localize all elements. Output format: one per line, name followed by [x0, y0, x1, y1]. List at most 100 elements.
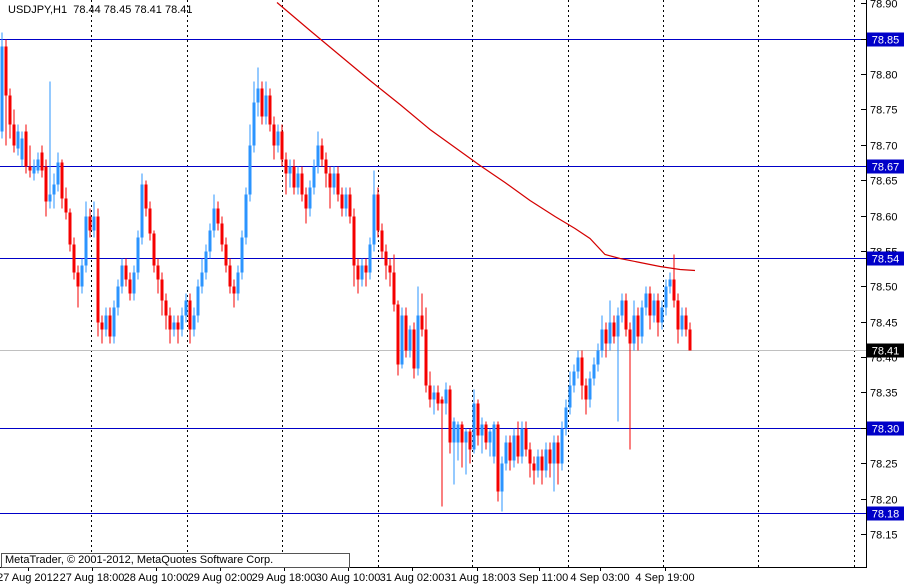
candle: [580, 350, 584, 400]
candle: [68, 208, 72, 252]
candle: [332, 166, 336, 195]
candle: [56, 152, 60, 192]
candle: [100, 315, 104, 344]
candle: [328, 166, 332, 209]
candle: [532, 456, 536, 485]
candle: [216, 201, 220, 231]
candle: [8, 88, 12, 139]
candle: [676, 293, 680, 344]
candle: [412, 322, 416, 379]
candle: [264, 81, 268, 125]
candle: [380, 223, 384, 259]
candle: [392, 254, 396, 312]
candle: [312, 159, 316, 195]
ma-line: [276, 2, 696, 272]
candle: [324, 152, 328, 188]
candle: [260, 81, 264, 125]
candle: [576, 350, 580, 379]
price-badge-78.54: 78.54: [867, 251, 904, 266]
candle: [28, 145, 32, 178]
candle: [480, 417, 484, 454]
candle: [568, 371, 572, 415]
candle: [476, 399, 480, 446]
candle: [4, 39, 8, 146]
time-axis-label: 28 Aug 10:00: [124, 572, 189, 584]
price-badge-78.18: 78.18: [867, 506, 904, 521]
candle: [444, 382, 448, 415]
candle: [232, 279, 236, 308]
candle: [372, 170, 376, 252]
candle: [256, 67, 260, 117]
candle: [536, 449, 540, 478]
price-tick-label: 78.25: [870, 459, 898, 471]
candle: [624, 293, 628, 337]
candle: [352, 208, 356, 287]
candle: [656, 293, 660, 337]
time-axis-label: 3 Sep 11:00: [510, 572, 569, 584]
time-axis-label: 4 Sep 19:00: [635, 572, 694, 584]
candle: [608, 300, 612, 351]
candle: [152, 230, 156, 273]
candle: [628, 322, 632, 450]
candle: [320, 138, 324, 167]
price-badge-label: 78.41: [872, 346, 900, 358]
candle: [364, 258, 368, 287]
time-axis-label: 31 Aug 18:00: [445, 572, 510, 584]
price-tick-label: 78.20: [870, 495, 898, 507]
candle: [484, 421, 488, 450]
candle: [20, 131, 24, 167]
candle: [36, 152, 40, 174]
candle: [132, 265, 136, 301]
candle: [508, 435, 512, 471]
candle: [40, 145, 44, 178]
chart-title: USDJPY,H1 78.44 78.45 78.41 78.41: [8, 4, 193, 16]
price-tick-label: 78.75: [870, 105, 898, 117]
candle: [72, 237, 76, 280]
candle: [388, 258, 392, 287]
price-badge-label: 78.30: [872, 424, 900, 436]
candle: [60, 159, 64, 209]
candle: [108, 307, 112, 344]
candle: [500, 456, 504, 512]
candle: [116, 279, 120, 316]
candle: [368, 237, 372, 280]
candle: [208, 223, 212, 259]
candle: [244, 187, 248, 245]
candle: [280, 124, 284, 167]
candle: [96, 208, 100, 337]
candle: [240, 230, 244, 280]
price-badge-78.85: 78.85: [867, 32, 904, 47]
candle: [316, 131, 320, 174]
candle: [644, 286, 648, 316]
candle: [164, 293, 168, 330]
period-separators: [91, 0, 855, 567]
price-badge-label: 78.67: [872, 162, 900, 174]
price-tick-label: 78.70: [870, 141, 898, 153]
candle: [84, 201, 88, 273]
candle: [556, 435, 560, 485]
candle: [516, 421, 520, 464]
price-tick-label: 78.45: [870, 318, 898, 330]
candle: [524, 421, 528, 457]
candle: [620, 293, 624, 323]
candle: [292, 159, 296, 195]
candle: [540, 449, 544, 485]
candle: [504, 435, 508, 471]
candle: [176, 315, 180, 344]
candle: [44, 159, 48, 217]
candle: [652, 293, 656, 323]
price-badge-label: 78.18: [872, 509, 900, 521]
candle: [180, 307, 184, 337]
candle: [596, 343, 600, 372]
candle: [92, 201, 96, 238]
candle: [468, 428, 472, 464]
candle: [212, 194, 216, 238]
candle: [192, 307, 196, 337]
candle: [196, 279, 200, 323]
candle: [616, 307, 620, 422]
candle: [600, 315, 604, 358]
price-tick-label: 78.35: [870, 388, 898, 400]
candle: [0, 32, 4, 139]
candle: [456, 421, 460, 461]
